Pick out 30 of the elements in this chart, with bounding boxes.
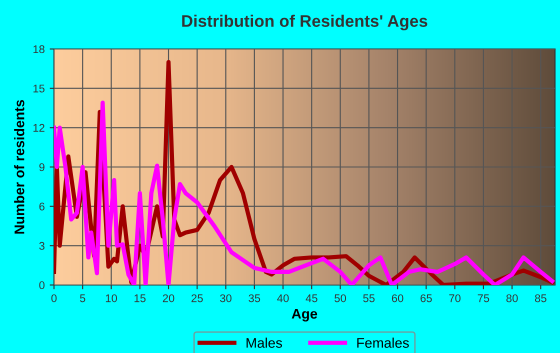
legend-label: Females	[357, 338, 409, 348]
chart-title: Distribution of Residents' Ages	[182, 14, 428, 30]
x-tick-label: 20	[162, 294, 174, 302]
y-tick-label: 15	[33, 84, 45, 92]
y-tick-label: 9	[39, 163, 44, 172]
x-tick-label: 65	[420, 294, 432, 302]
x-tick-label: 75	[478, 294, 490, 302]
x-tick-label: 60	[392, 294, 404, 302]
y-axis-title: Number of residents	[14, 100, 24, 234]
x-tick-label: 10	[106, 294, 118, 302]
x-tick-label: 55	[363, 294, 375, 302]
y-tick-label: 6	[39, 202, 44, 210]
x-tick-label: 85	[534, 294, 546, 302]
y-tick-label: 3	[39, 242, 44, 250]
x-tick-label: 30	[220, 294, 232, 302]
x-tick-label: 45	[306, 294, 318, 302]
y-tick-label: 0	[39, 281, 45, 290]
x-tick-label: 40	[277, 294, 289, 302]
y-tick-label: 12	[33, 124, 44, 132]
x-tick-label: 35	[248, 294, 260, 302]
x-axis-title: Age	[292, 309, 318, 322]
x-tick-label: 5	[80, 294, 86, 302]
x-tick-label: 0	[51, 294, 57, 302]
legend-label: Males	[246, 338, 282, 348]
x-tick-label: 70	[449, 294, 461, 302]
x-tick-label: 50	[334, 294, 346, 302]
x-tick-label: 25	[192, 294, 203, 302]
y-tick-label: 18	[33, 45, 44, 54]
x-tick-label: 15	[134, 294, 146, 302]
x-tick-label: 80	[506, 294, 518, 302]
